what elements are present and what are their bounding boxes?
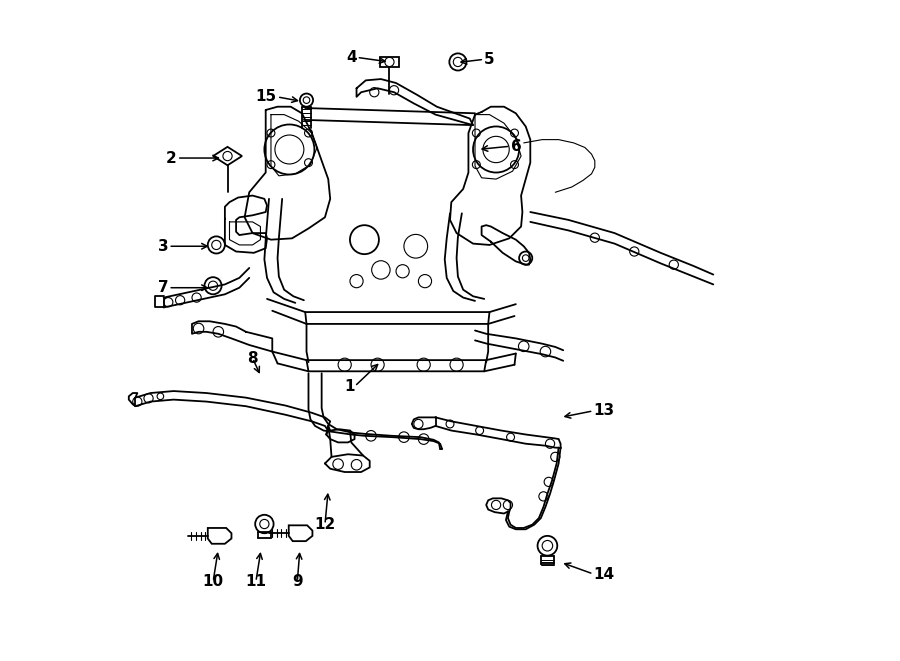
Text: 13: 13 <box>593 403 615 418</box>
Text: 12: 12 <box>314 517 336 532</box>
Text: 4: 4 <box>346 50 356 65</box>
Text: 7: 7 <box>158 280 168 295</box>
Text: 11: 11 <box>246 574 266 590</box>
Text: 9: 9 <box>292 574 302 590</box>
Text: 3: 3 <box>158 239 168 254</box>
Text: 1: 1 <box>344 379 355 394</box>
Text: 8: 8 <box>248 350 257 366</box>
Text: 15: 15 <box>256 89 277 104</box>
Text: 5: 5 <box>484 52 495 67</box>
Polygon shape <box>289 525 312 541</box>
Polygon shape <box>380 57 399 67</box>
Polygon shape <box>213 147 242 165</box>
Text: 6: 6 <box>510 139 521 154</box>
Polygon shape <box>208 528 231 544</box>
Text: 2: 2 <box>166 151 176 165</box>
Text: 14: 14 <box>593 566 615 582</box>
Text: 10: 10 <box>202 574 223 590</box>
